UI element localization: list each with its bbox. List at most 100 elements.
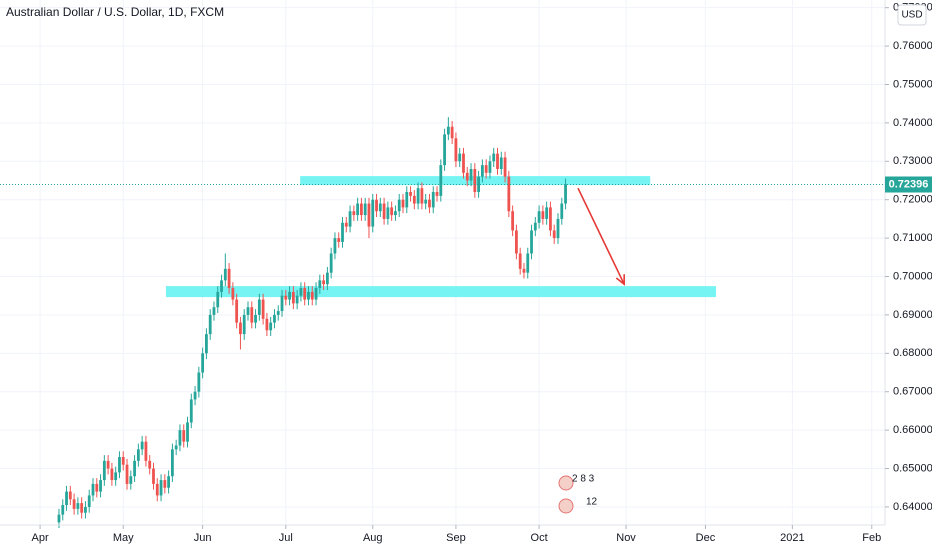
y-tick-label: 0.64000 bbox=[893, 501, 932, 513]
chart-title: Australian Dollar / U.S. Dollar, 1D, FXC… bbox=[6, 5, 224, 19]
candle-body bbox=[526, 253, 530, 273]
candle-body bbox=[439, 165, 443, 196]
candle-body bbox=[159, 480, 163, 496]
candle-body bbox=[397, 199, 401, 212]
candle-body bbox=[178, 430, 182, 446]
candle-body bbox=[405, 192, 409, 208]
candle-body bbox=[518, 253, 522, 269]
candle-body bbox=[269, 322, 273, 331]
candle-body bbox=[220, 280, 223, 292]
arrow-line bbox=[577, 187, 625, 285]
candle-body bbox=[329, 253, 333, 273]
candle-body bbox=[155, 483, 159, 496]
plot: 2 8 3 12 bbox=[0, 117, 885, 529]
candle-body bbox=[216, 291, 220, 308]
candle-body bbox=[348, 211, 352, 227]
candle-body bbox=[564, 184, 567, 204]
x-tick-label: May bbox=[113, 532, 134, 544]
candle-body bbox=[477, 176, 481, 193]
candle-body bbox=[310, 291, 314, 300]
y-tick-label: 0.76000 bbox=[893, 40, 932, 52]
y-tick-label: 0.68000 bbox=[893, 347, 932, 359]
candle-body bbox=[322, 280, 326, 285]
candle-body bbox=[371, 199, 375, 227]
candle-body bbox=[65, 491, 68, 506]
candle-body bbox=[257, 299, 261, 315]
y-tick-label: 0.66000 bbox=[893, 424, 932, 436]
candle-body bbox=[382, 203, 386, 219]
candle-body bbox=[163, 480, 167, 488]
event-label: 2 8 3 bbox=[572, 474, 595, 485]
candle-body bbox=[537, 211, 541, 223]
currency-label: USD bbox=[901, 10, 922, 21]
candle-body bbox=[273, 314, 276, 323]
candle-body bbox=[314, 288, 318, 300]
candle-body bbox=[102, 460, 106, 481]
candle-body bbox=[533, 222, 537, 231]
candle-body bbox=[136, 449, 140, 461]
candle-body bbox=[170, 449, 174, 477]
zone bbox=[165, 286, 717, 298]
candle-body bbox=[242, 314, 246, 335]
candle-body bbox=[265, 318, 269, 331]
axes: 0.64000 0.65000 0.66000 0.67000 0.68000 0.690… bbox=[32, 2, 932, 544]
candle-body bbox=[152, 468, 155, 484]
candle-body bbox=[318, 280, 322, 289]
candle-body bbox=[549, 207, 552, 231]
candle-body bbox=[201, 353, 205, 373]
candle-body bbox=[99, 480, 102, 492]
currency-badge[interactable] bbox=[897, 4, 927, 26]
candle-body bbox=[227, 268, 231, 289]
y-tick-label: 0.71000 bbox=[893, 232, 932, 244]
candle-body bbox=[114, 472, 118, 481]
candle-body bbox=[511, 211, 515, 231]
candle-body bbox=[492, 153, 496, 162]
candle-body bbox=[341, 222, 344, 242]
candle-body bbox=[246, 307, 250, 315]
event-label: 12 bbox=[586, 497, 598, 508]
candle-body bbox=[280, 295, 284, 312]
last-price-label: 0.72396 bbox=[889, 178, 929, 190]
event-icon bbox=[558, 498, 574, 514]
candle-body bbox=[450, 126, 454, 139]
y-tick-label: 0.72000 bbox=[893, 194, 932, 206]
candle-body bbox=[276, 311, 280, 315]
candle-body bbox=[307, 291, 310, 300]
x-tick-label: Apr bbox=[32, 532, 49, 544]
candle-body bbox=[95, 483, 99, 492]
candle-body bbox=[356, 203, 360, 216]
candle-body bbox=[250, 307, 254, 323]
candle-body bbox=[378, 203, 382, 212]
candle-body bbox=[299, 288, 303, 296]
candle-body bbox=[337, 238, 341, 242]
candle-body bbox=[496, 153, 499, 169]
candle-body bbox=[197, 372, 201, 392]
candle-body bbox=[144, 441, 148, 461]
candle-body bbox=[106, 460, 110, 469]
candle-body bbox=[458, 153, 462, 162]
candle-body bbox=[530, 230, 533, 254]
candle-body bbox=[295, 295, 299, 304]
candle-body bbox=[344, 222, 348, 227]
candle-body bbox=[416, 188, 420, 204]
candle-body bbox=[125, 464, 129, 484]
candle-body bbox=[239, 322, 242, 335]
x-tick-label: 2021 bbox=[780, 532, 804, 544]
candle-body bbox=[76, 503, 80, 509]
candle-body bbox=[186, 422, 189, 442]
candle-body bbox=[431, 192, 435, 208]
x-tick-label: Oct bbox=[531, 532, 548, 544]
candle-body bbox=[333, 238, 337, 254]
x-tick-label: Aug bbox=[363, 532, 383, 544]
candle-body bbox=[507, 176, 511, 212]
candle-body bbox=[465, 172, 469, 181]
y-tick-label: 0.65000 bbox=[893, 462, 932, 474]
candle-body bbox=[61, 505, 65, 515]
x-tick-label: Jul bbox=[279, 532, 293, 544]
candle-body bbox=[420, 188, 424, 204]
candle-body bbox=[522, 268, 526, 273]
candle-body bbox=[515, 230, 518, 254]
